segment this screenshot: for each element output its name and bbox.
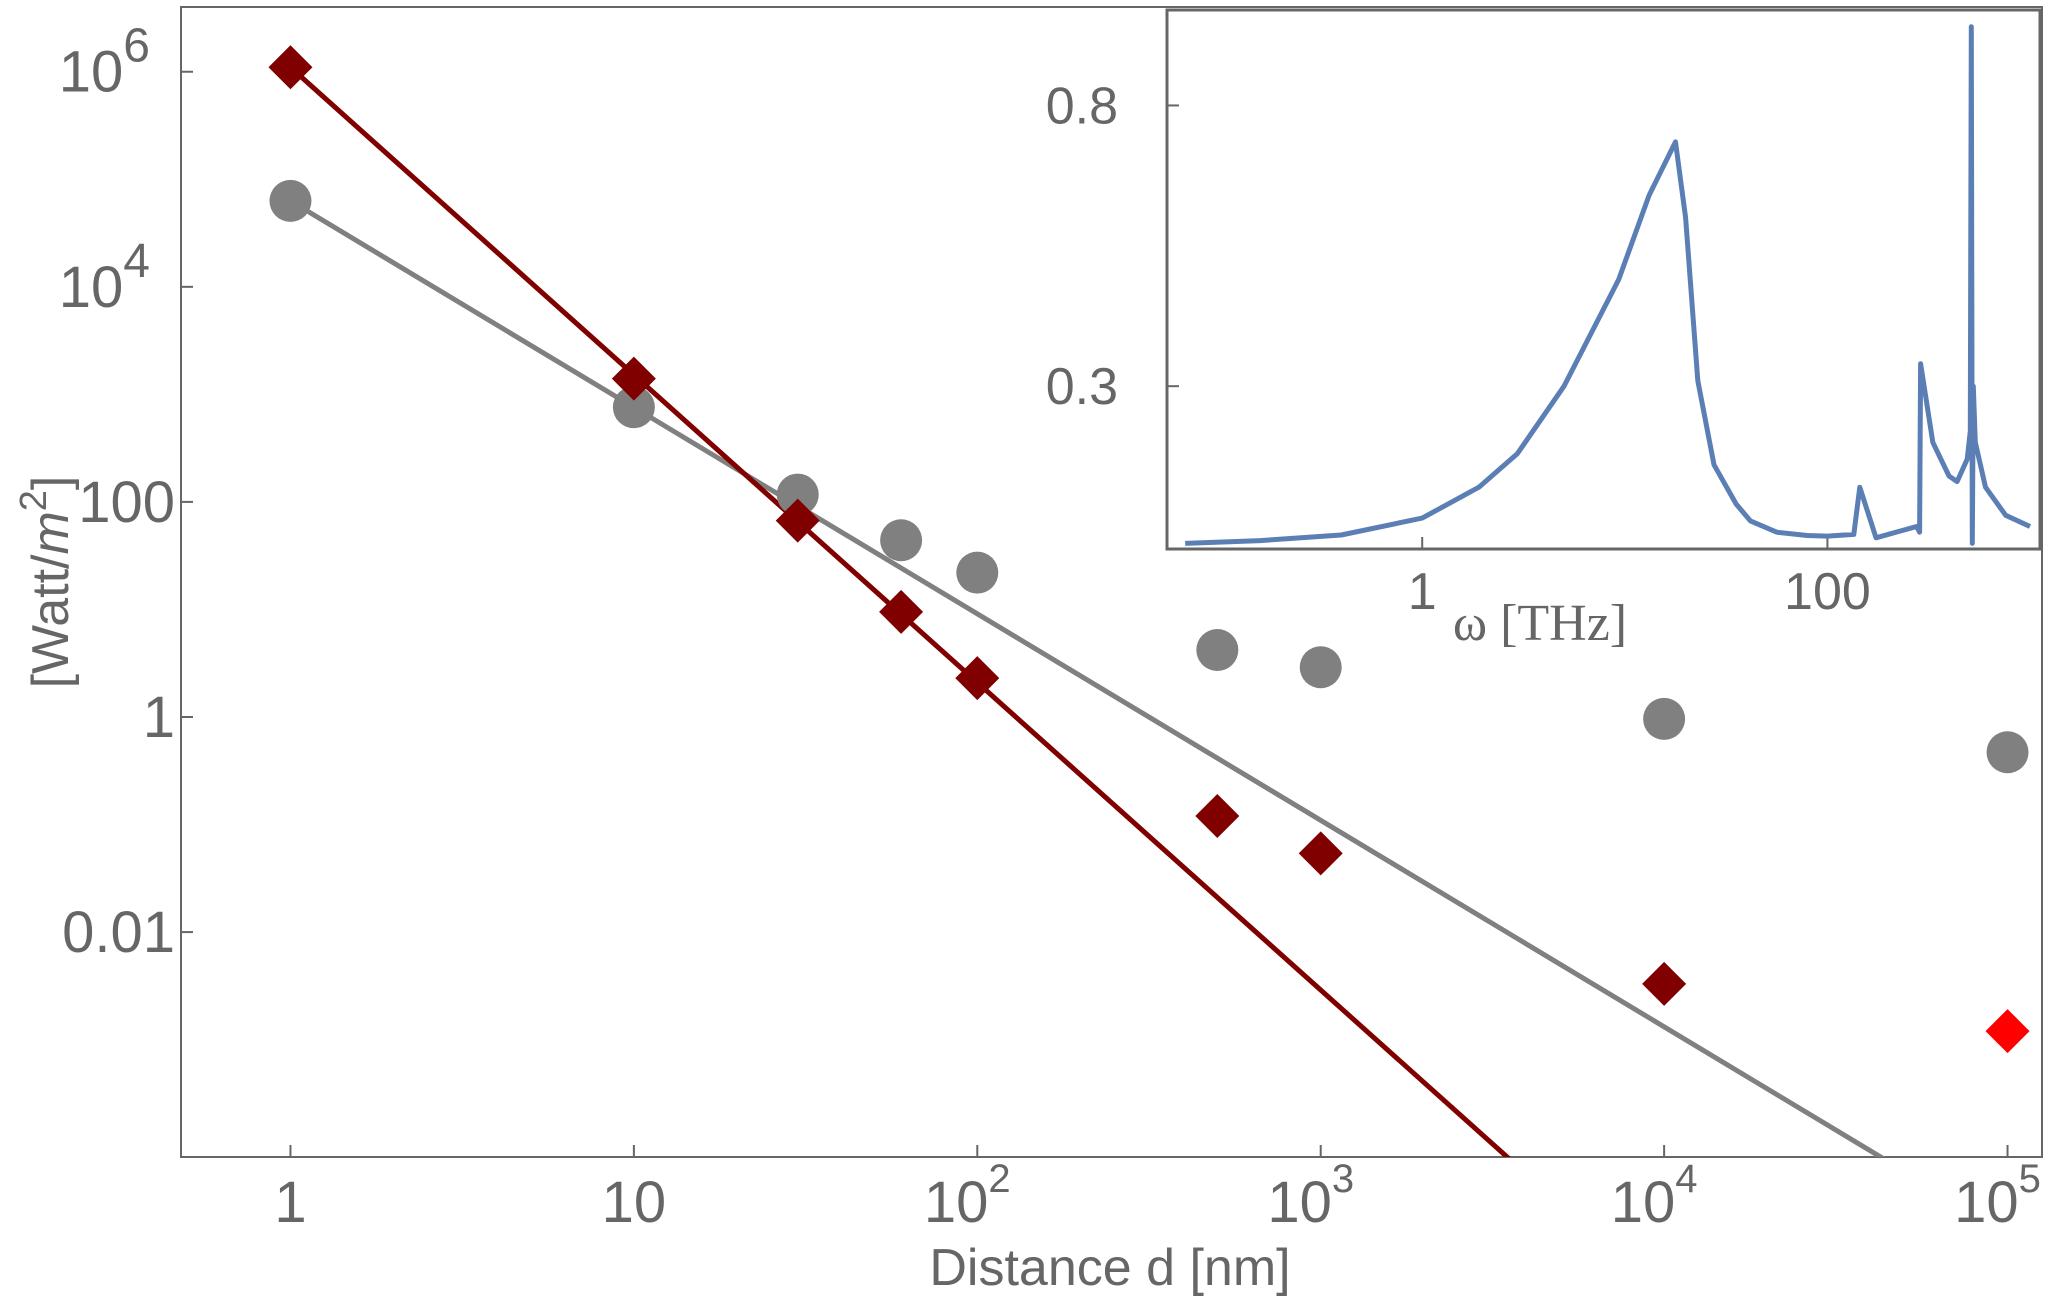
main-x-axis-label: Distance d [nm]: [929, 1239, 1290, 1297]
tick-base: 10: [1954, 1170, 2019, 1235]
tick-base: 1: [274, 1170, 306, 1235]
main-y-tick-label: 104: [59, 235, 150, 320]
main-x-tick-label: 105: [1954, 1157, 2041, 1235]
tick-base: 10: [1267, 1170, 1332, 1235]
main-y-tick-label: 106: [59, 20, 150, 105]
main-x-tick-label: 102: [924, 1157, 1011, 1235]
tick-exponent: 4: [1675, 1157, 1697, 1201]
dark-red-diamonds-point: [1195, 794, 1240, 839]
gray-circles-point: [1643, 697, 1686, 740]
gray-circles-point: [1299, 646, 1342, 689]
gray-circles-point: [1196, 628, 1239, 671]
dark-red-fit-line: [288, 65, 1511, 1157]
tick-exponent: 6: [123, 20, 150, 73]
gray-fit-line: [289, 198, 1886, 1157]
main-y-axis-label: [Watt/m2]: [13, 476, 80, 689]
dark-red-diamonds-point: [1642, 961, 1687, 1006]
tick-base: 10: [1611, 1170, 1676, 1235]
gray-circles-point: [776, 473, 819, 516]
main-x-tick-label: 1: [274, 1170, 306, 1235]
main-y-tick-label: 0.01: [62, 900, 175, 965]
tick-base: 10: [59, 40, 124, 105]
main-fit-lines: [288, 65, 1886, 1157]
inset-x-axis-label: ω [THz]: [1453, 595, 1627, 652]
main-x-tick-label: 103: [1267, 1157, 1354, 1235]
y-label-close: ]: [22, 476, 80, 490]
tick-exponent: 5: [2019, 1157, 2041, 1201]
main-plot-frame: [180, 6, 2043, 1158]
main-y-tick-label: 100: [78, 470, 175, 535]
y-label-unit: m: [22, 511, 80, 554]
inset-y-tick-label: 0.3: [1046, 358, 1118, 416]
red-diamond-point: [1985, 1009, 2030, 1054]
main-x-tick-label: 104: [1611, 1157, 1698, 1235]
inset-y-tick-label: 0.8: [1046, 77, 1118, 135]
dark-red-diamonds-point: [611, 356, 656, 401]
main-data-points: [268, 45, 2030, 1054]
main-y-tick-label: 1: [143, 685, 175, 750]
tick-base: 0.01: [62, 900, 175, 965]
inset-x-tick-label: 100: [1784, 563, 1871, 621]
gray-circles-point: [269, 179, 312, 222]
main-x-tick-label: 10: [602, 1170, 667, 1235]
y-label-main: [Watt/: [22, 554, 80, 688]
tick-exponent: 2: [988, 1157, 1010, 1201]
gray-circles-point: [880, 519, 923, 562]
tick-base: 10: [602, 1170, 667, 1235]
inset-x-tick-label: 1: [1408, 563, 1437, 621]
tick-base: 1: [143, 685, 175, 750]
inset-y-ticks: 0.8 0.3: [1046, 77, 1179, 416]
gray-circles-point: [956, 551, 999, 594]
dark-red-diamonds-point: [1298, 831, 1343, 876]
dark-red-diamonds-point: [775, 498, 820, 543]
tick-base: 100: [78, 470, 175, 535]
dark-red-diamonds-point: [955, 656, 1000, 701]
tick-exponent: 3: [1332, 1157, 1354, 1201]
y-label-sup: 2: [13, 490, 55, 511]
dark-red-diamonds-point: [879, 589, 924, 634]
inset-plot: 1 100 0.8 0.3 ω [THz]: [1046, 8, 2042, 652]
tick-exponent: 4: [123, 235, 150, 288]
tick-base: 10: [924, 1170, 989, 1235]
gray-circles-point: [1986, 731, 2029, 774]
inset-background: [1165, 8, 2042, 551]
gray-circles-point: [612, 386, 655, 429]
dark-red-diamonds-point: [268, 45, 313, 90]
inset-x-ticks: 1 100: [1408, 537, 1871, 621]
tick-base: 10: [59, 255, 124, 320]
main-x-ticks: 1 10 102 103 104 105: [274, 1145, 2041, 1235]
inset-curve-group: [1185, 24, 2032, 546]
inset-spectrum-line: [1185, 24, 2032, 546]
